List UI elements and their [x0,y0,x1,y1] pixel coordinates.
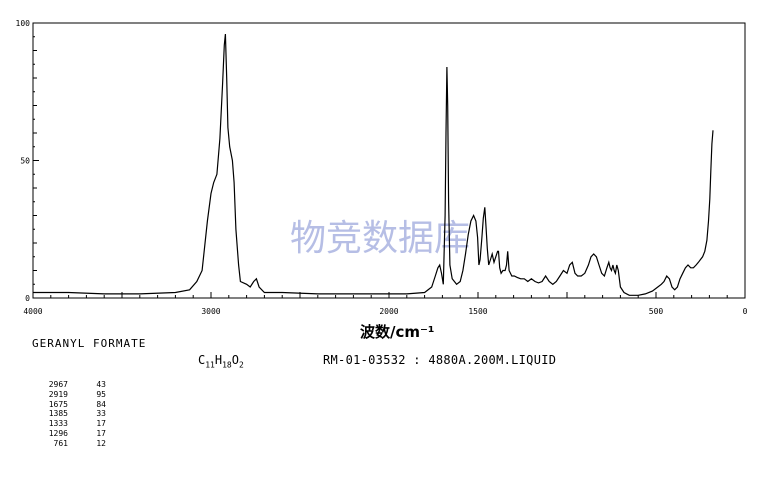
peak-intensity: 84 [96,399,106,409]
peak-wavenumber: 1385 [48,409,68,419]
peak-row: 2919 95 [30,390,106,400]
peak-row: 761 12 [30,439,106,449]
peak-wavenumber: 1296 [48,428,68,438]
x-tick-label: 500 [649,307,664,316]
y-tick-label: 0 [25,294,30,303]
y-tick-label: 100 [16,19,31,28]
molecular-formula: C11H18O2 [198,353,244,369]
peak-intensity: 95 [96,389,106,399]
record-info: RM-01-03532 : 4880A.200M.LIQUID [323,353,557,367]
peak-wavenumber: 2919 [48,389,68,399]
formula-c-count: 11 [205,360,215,370]
peak-intensity: 43 [96,380,106,389]
x-tick-label: 4000 [23,307,42,316]
formula-c: C [198,353,206,367]
x-tick-label: 1500 [468,307,487,316]
peak-table: 2967 43 2919 95 1675 84 1385 33 1333 17 1296 1… [30,380,106,449]
x-tick-label: 3000 [201,307,220,316]
formula-o-count: 2 [238,360,244,370]
peak-row: 1675 84 [30,400,106,410]
peak-wavenumber: 1333 [48,419,68,429]
compound-name: GERANYL FORMATE [32,337,147,350]
formula-h-count: 18 [222,360,232,370]
formula-o: O [231,353,239,367]
peak-row: 1333 17 [30,419,106,429]
peak-row: 1385 33 [30,409,106,419]
x-axis-label: 波数/cm⁻¹ [360,323,435,341]
peak-intensity: 17 [96,419,106,429]
peak-intensity: 17 [96,428,106,438]
peak-intensity: 33 [96,409,106,419]
spectrum-series-line [33,33,714,296]
peak-wavenumber: 761 [53,438,68,448]
x-tick-label: 0 [743,307,748,316]
peak-intensity: 12 [96,438,106,448]
peak-row: 2967 43 [30,380,106,390]
peak-wavenumber: 1675 [48,399,68,409]
formula-h: H [214,353,223,367]
y-tick-label: 50 [20,157,30,166]
x-tick-label: 2000 [379,307,398,316]
watermark: 物竞数据库 [290,218,470,259]
peak-row: 1296 17 [30,429,106,439]
y-axis: 0 50 100 [16,19,39,303]
peak-wavenumber: 2967 [48,380,68,389]
x-axis: 4000 3000 2000 1500 500 0 [23,292,748,316]
